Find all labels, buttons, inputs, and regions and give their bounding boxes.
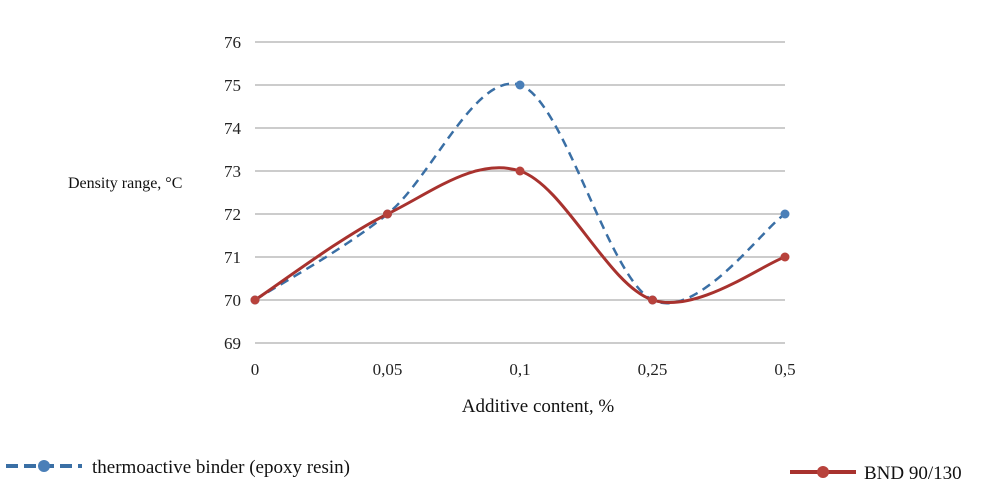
data-point-series-2 (250, 295, 260, 305)
y-tick-label: 69 (224, 334, 241, 353)
legend-label-series-2: BND 90/130 (864, 463, 962, 484)
data-point-series-2 (383, 209, 392, 219)
legend-marker-series-1 (38, 460, 50, 472)
y-tick-label: 74 (224, 119, 242, 138)
legend: thermoactive binder (epoxy resin) BND 90/… (6, 457, 962, 484)
x-tick-label: 0,25 (638, 360, 668, 379)
x-axis-title: Additive content, % (462, 396, 615, 417)
data-point-series-2 (780, 252, 790, 262)
y-tick-label: 76 (224, 33, 241, 52)
y-tick-label: 75 (224, 76, 241, 95)
y-tick-label: 72 (224, 205, 241, 224)
series-line-1 (254, 82, 786, 305)
y-tick-label: 70 (224, 291, 241, 310)
series-lines (254, 82, 786, 305)
data-point-series-1 (780, 209, 790, 219)
series-markers (250, 80, 790, 305)
legend-marker-series-2 (817, 466, 829, 478)
data-point-series-2 (648, 295, 657, 305)
x-tick-label: 0,1 (509, 360, 530, 379)
data-point-series-1 (515, 80, 525, 90)
x-tick-label: 0 (251, 360, 260, 379)
y-tick-label: 73 (224, 162, 241, 181)
y-tick-label: 71 (224, 248, 241, 267)
y-axis-title: Density range, °C (68, 175, 182, 192)
series-line-2 (254, 166, 786, 304)
x-tick-label: 0,5 (774, 360, 795, 379)
legend-label-series-1: thermoactive binder (epoxy resin) (92, 457, 350, 478)
data-point-series-2 (515, 166, 525, 176)
x-tick-label: 0,05 (373, 360, 403, 379)
y-tick-labels: 69 70 71 72 73 74 75 76 (224, 33, 242, 353)
x-tick-labels: 0 0,05 0,1 0,25 0,5 (251, 360, 796, 379)
